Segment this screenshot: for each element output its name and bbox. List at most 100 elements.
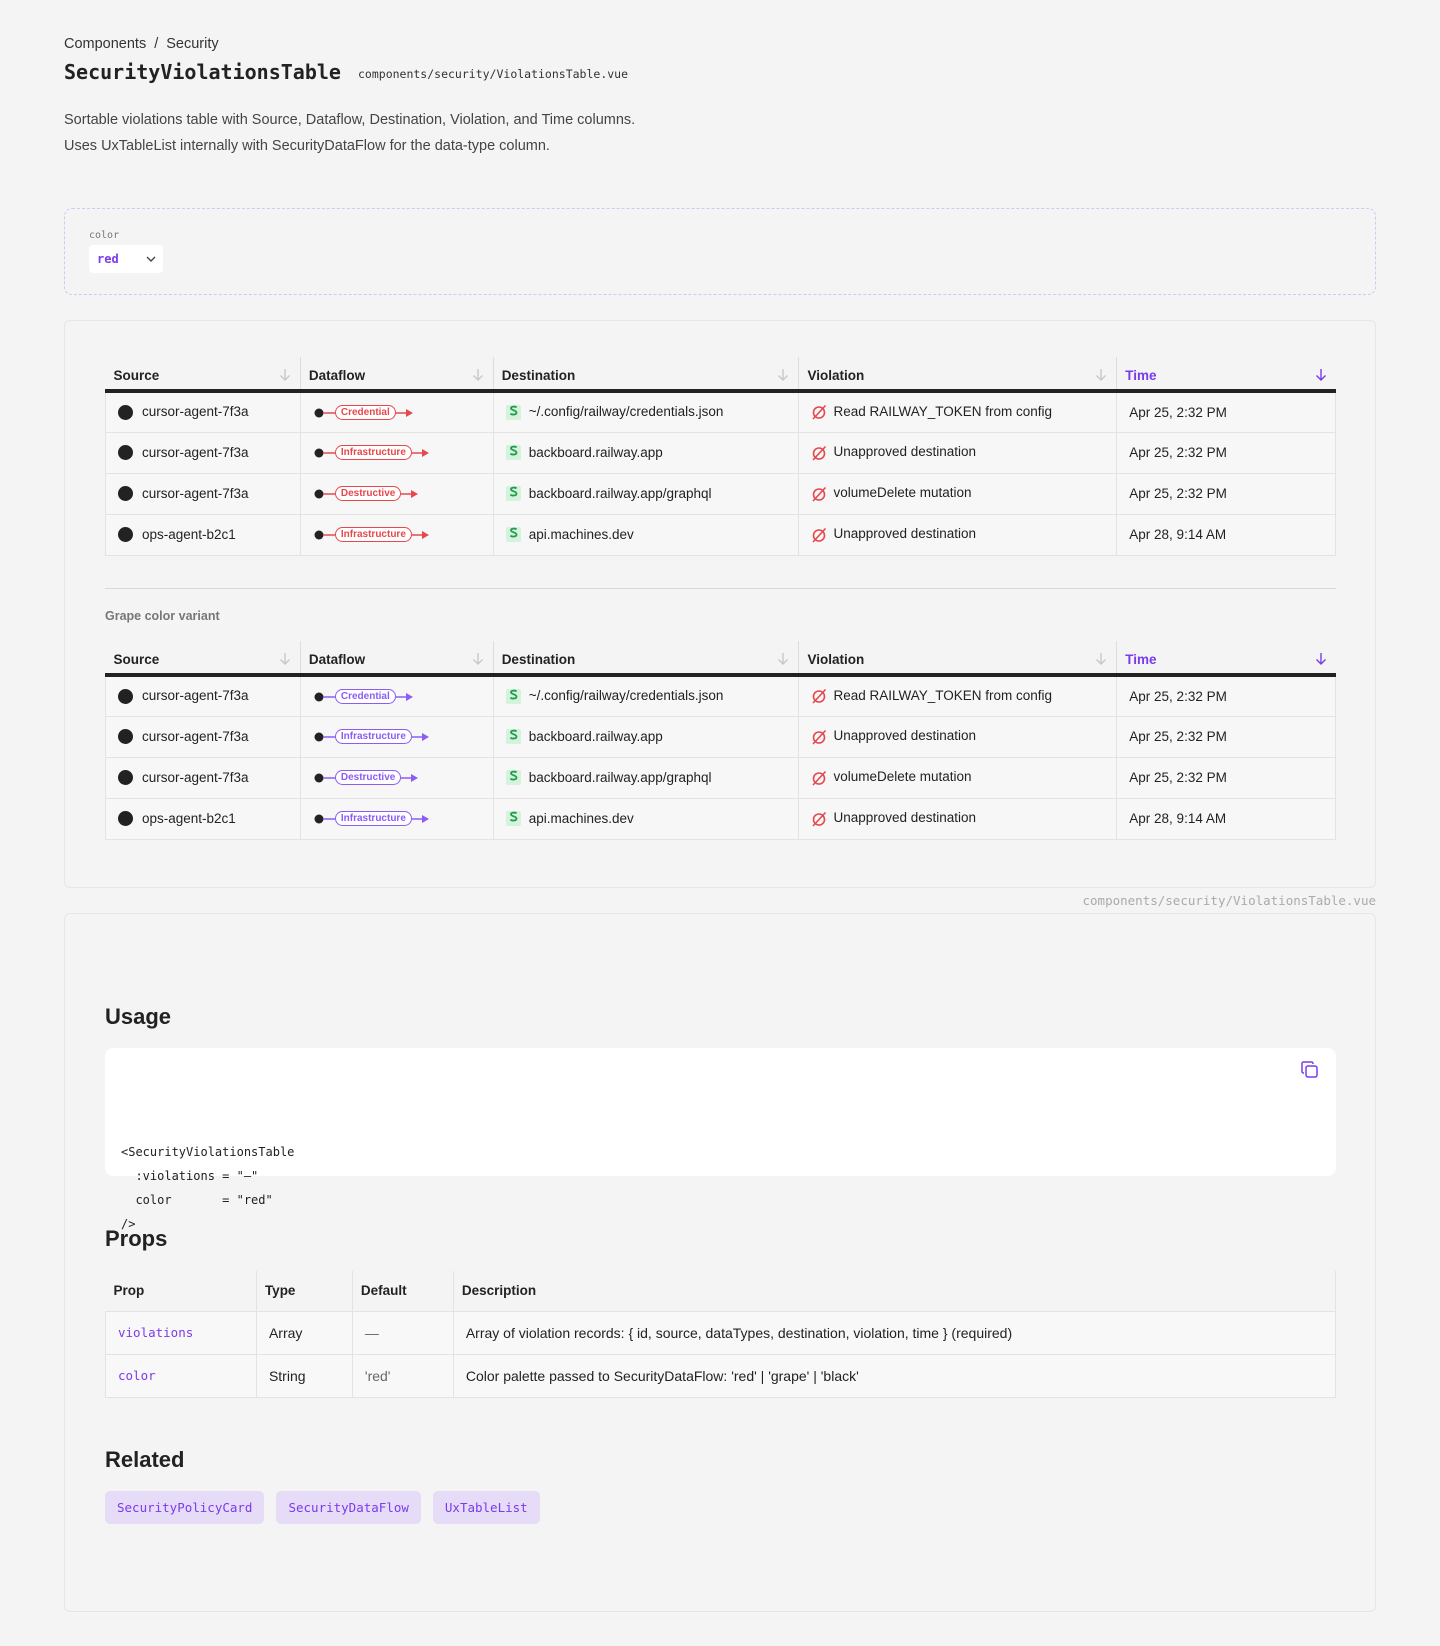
column-label: Source bbox=[113, 651, 160, 667]
prop-name: color bbox=[105, 1353, 257, 1398]
destination: api.machines.dev bbox=[528, 810, 634, 826]
table-row[interactable]: cursor-agent-7f3a Infrastructure backboard… bbox=[105, 715, 1336, 758]
copy-button[interactable] bbox=[1300, 1060, 1320, 1080]
column-label: Destination bbox=[501, 651, 576, 667]
flow-start bbox=[314, 773, 335, 783]
time-cell: Apr 25, 2:32 PM bbox=[1116, 431, 1336, 474]
flow-start bbox=[314, 408, 335, 418]
section-title: Usage bbox=[105, 1004, 172, 1029]
table-row[interactable]: ops-agent-b2c1 Infrastructure api.machines… bbox=[105, 513, 1336, 556]
breadcrumb-item[interactable]: Security bbox=[166, 36, 219, 52]
column-header[interactable]: Time bbox=[1116, 357, 1336, 393]
data-type-pill: Infrastructure bbox=[334, 729, 412, 745]
table-caption: Grape color variant bbox=[105, 609, 220, 623]
column-header[interactable]: Time bbox=[1116, 641, 1336, 677]
dataflow: Infrastructure bbox=[313, 729, 430, 745]
column-header[interactable]: Violation bbox=[798, 357, 1118, 393]
related-chip[interactable]: UxTableList bbox=[432, 1491, 540, 1524]
time: Apr 25, 2:32 PM bbox=[1129, 445, 1227, 460]
time: Apr 25, 2:32 PM bbox=[1129, 404, 1227, 420]
sort-icon bbox=[279, 369, 290, 381]
dataflow-cell: Credential bbox=[299, 390, 494, 433]
flow-arrow bbox=[395, 408, 413, 417]
violation-cell: Read RAILWAY_TOKEN from config bbox=[798, 390, 1118, 433]
header-row: Source Dataflow Destination Violation Time bbox=[105, 357, 1336, 393]
dataflow-cell: Infrastructure bbox=[299, 797, 494, 840]
flow-start bbox=[314, 692, 335, 702]
time-cell: Apr 25, 2:32 PM bbox=[1116, 390, 1336, 433]
violation: Unapproved destination bbox=[833, 444, 977, 460]
s-glyph bbox=[509, 812, 518, 822]
violation-cell: volumeDelete mutation bbox=[798, 472, 1118, 515]
source-name: cursor-agent-7f3a bbox=[142, 728, 249, 744]
color-select[interactable]: red bbox=[89, 245, 163, 273]
chevron bbox=[146, 256, 156, 262]
time: Apr 25, 2:32 PM bbox=[1129, 486, 1227, 501]
time-cell: Apr 28, 9:14 AM bbox=[1116, 513, 1336, 556]
prop-default: — bbox=[351, 1310, 454, 1355]
table-row[interactable]: ops-agent-b2c1 Infrastructure api.machines… bbox=[105, 797, 1336, 840]
data-type-pill: Infrastructure bbox=[334, 527, 412, 543]
time: Apr 25, 2:32 PM bbox=[1129, 688, 1227, 704]
source-cell: cursor-agent-7f3a bbox=[105, 390, 301, 433]
section-title: Related bbox=[105, 1447, 185, 1472]
related-list: SecurityPolicyCard SecurityDataFlow UxTabl… bbox=[105, 1491, 552, 1524]
breadcrumb-item[interactable]: Components bbox=[64, 36, 147, 52]
column-header[interactable]: Dataflow bbox=[300, 641, 494, 677]
component-path: components/security/ViolationsTable.vue bbox=[358, 67, 629, 81]
destination-badge bbox=[505, 405, 521, 421]
source-cell: ops-agent-b2c1 bbox=[105, 513, 301, 556]
destination-badge bbox=[505, 486, 521, 502]
violation-cell: Unapproved destination bbox=[798, 513, 1118, 556]
source-dot bbox=[118, 405, 133, 421]
source-cell: cursor-agent-7f3a bbox=[105, 756, 301, 799]
data-type-pill: Credential bbox=[334, 689, 396, 705]
source-cell: cursor-agent-7f3a bbox=[105, 715, 301, 758]
flow-start bbox=[314, 448, 335, 458]
table-row[interactable]: cursor-agent-7f3a Credential ~/.config/rai… bbox=[105, 390, 1336, 433]
sort-icon bbox=[778, 653, 789, 665]
dataflow: Credential bbox=[313, 689, 414, 705]
column-header[interactable]: Dataflow bbox=[300, 357, 494, 393]
violation-icon bbox=[812, 689, 827, 705]
docs-card: Usage <SecurityViolationsTable :violatio… bbox=[64, 913, 1376, 1612]
column-header[interactable]: Source bbox=[105, 357, 301, 393]
column-header: Default bbox=[352, 1271, 454, 1311]
source-cell: cursor-agent-7f3a bbox=[105, 472, 301, 515]
violation-cell: Unapproved destination bbox=[798, 431, 1118, 474]
violation: Read RAILWAY_TOKEN from config bbox=[833, 688, 1053, 704]
flow-start bbox=[314, 814, 335, 824]
related-chip[interactable]: SecurityPolicyCard bbox=[105, 1491, 265, 1524]
table-row[interactable]: cursor-agent-7f3a Credential ~/.config/rai… bbox=[105, 674, 1336, 717]
time-cell: Apr 25, 2:32 PM bbox=[1116, 715, 1336, 758]
violation: volumeDelete mutation bbox=[833, 485, 972, 501]
column-label: Destination bbox=[501, 367, 576, 383]
prop-type: Array bbox=[255, 1310, 353, 1355]
data-type-pill: Destructive bbox=[334, 770, 402, 786]
destination-cell: backboard.railway.app bbox=[492, 715, 800, 758]
data-type-pill: Infrastructure bbox=[334, 445, 412, 461]
column-header[interactable]: Destination bbox=[493, 641, 800, 677]
sort-icon bbox=[472, 369, 483, 381]
source-name: cursor-agent-7f3a bbox=[142, 485, 249, 501]
source-dot bbox=[118, 445, 133, 461]
source-name: ops-agent-b2c1 bbox=[142, 810, 236, 826]
column-header[interactable]: Violation bbox=[798, 641, 1118, 677]
time-cell: Apr 25, 2:32 PM bbox=[1116, 472, 1336, 515]
table-row[interactable]: cursor-agent-7f3a Infrastructure backboard… bbox=[105, 431, 1336, 474]
s-glyph bbox=[509, 730, 518, 740]
column-header: Description bbox=[453, 1271, 1337, 1311]
table-row[interactable]: cursor-agent-7f3a Destructive backboard.ra… bbox=[105, 756, 1336, 799]
column-label: Time bbox=[1125, 651, 1157, 667]
violation-cell: Unapproved destination bbox=[798, 715, 1118, 758]
time-cell: Apr 28, 9:14 AM bbox=[1116, 797, 1336, 840]
table-row[interactable]: cursor-agent-7f3a Destructive backboard.ra… bbox=[105, 472, 1336, 515]
column-header[interactable]: Destination bbox=[493, 357, 800, 393]
related-chip[interactable]: SecurityDataFlow bbox=[276, 1491, 421, 1524]
column-header[interactable]: Source bbox=[105, 641, 301, 677]
prop-description: Array of violation records: { id, source… bbox=[452, 1310, 1337, 1355]
time: Apr 28, 9:14 AM bbox=[1129, 527, 1227, 542]
prop-name: violations bbox=[105, 1310, 257, 1355]
s-glyph bbox=[509, 528, 518, 538]
